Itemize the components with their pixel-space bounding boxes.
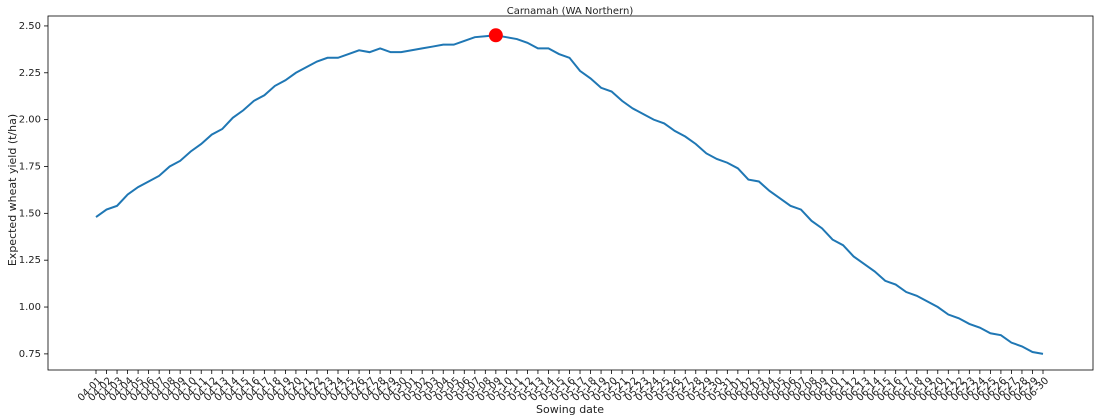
y-tick-label: 1.50	[19, 208, 41, 219]
y-tick-label: 2.50	[19, 21, 41, 32]
y-tick-label: 0.75	[19, 349, 41, 360]
y-tick-label: 2.25	[19, 68, 41, 79]
chart-title: Carnamah (WA Northern)	[507, 6, 634, 17]
y-tick-label: 2.00	[19, 115, 41, 126]
x-axis-label: Sowing date	[536, 403, 604, 416]
max-point	[488, 28, 503, 43]
data-line	[95, 34, 1044, 355]
y-tick-label: 1.75	[19, 161, 41, 172]
plot-frame	[47, 15, 1094, 371]
y-tick-label: 1.00	[19, 302, 41, 313]
y-tick-label: 1.25	[19, 255, 41, 266]
y-axis-label: Expected wheat yield (t/ha)	[6, 114, 19, 266]
